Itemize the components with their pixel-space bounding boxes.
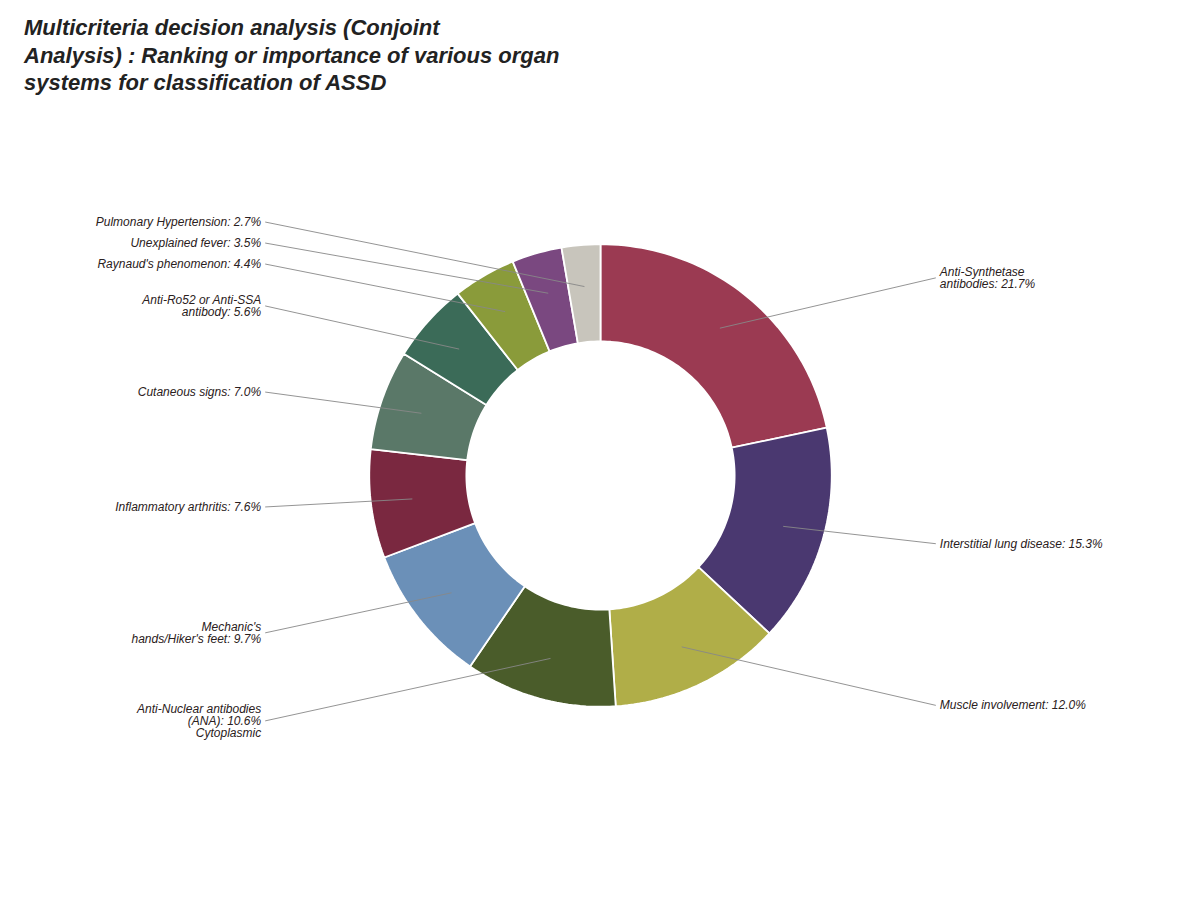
svg-text:Cutaneous signs: 7.0%: Cutaneous signs: 7.0%: [138, 384, 262, 398]
svg-text:Anti-Nuclear antibodies(ANA):: Anti-Nuclear antibodies(ANA): 10.6%Cytop…: [136, 701, 261, 739]
svg-text:Interstitial lung disease: 15.: Interstitial lung disease: 15.3%: [940, 536, 1103, 550]
svg-text:Anti-Ro52 or Anti-SSAantibody:: Anti-Ro52 or Anti-SSAantibody: 5.6%: [141, 292, 261, 318]
html-text:Multicriteria decision analysi: Multicriteria decision analysis (Conjoin…: [24, 15, 560, 95]
svg-text:Unexplained fever: 3.5%: Unexplained fever: 3.5%: [130, 235, 261, 249]
svg-text:Anti-Synthetaseantibodies: 21.: Anti-Synthetaseantibodies: 21.7%: [939, 264, 1036, 290]
svg-text:Muscle involvement: 12.0%: Muscle involvement: 12.0%: [940, 698, 1086, 712]
svg-text:Pulmonary Hypertension: 2.7%: Pulmonary Hypertension: 2.7%: [96, 214, 262, 228]
svg-text:Raynaud's phenomenon: 4.4%: Raynaud's phenomenon: 4.4%: [97, 256, 261, 270]
svg-text:Mechanic'shands/Hiker's feet:: Mechanic'shands/Hiker's feet: 9.7%: [131, 619, 261, 645]
svg-text:Inflammatory arthritis: 7.6%: Inflammatory arthritis: 7.6%: [115, 499, 261, 513]
